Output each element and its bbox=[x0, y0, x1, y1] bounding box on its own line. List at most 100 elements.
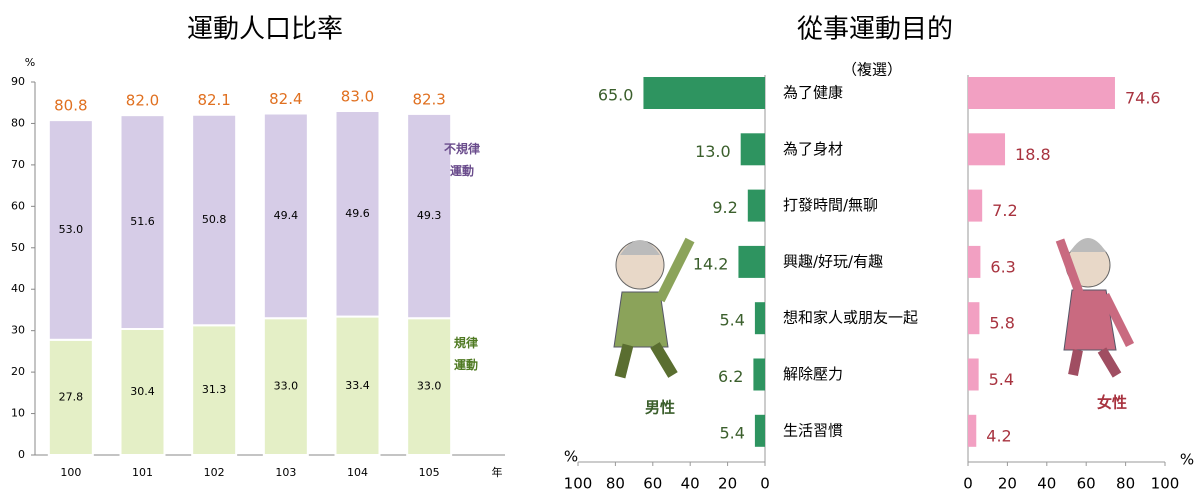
total-label: 83.0 bbox=[341, 88, 374, 106]
y-tick-label: 60 bbox=[11, 199, 25, 212]
value-label: 9.2 bbox=[712, 198, 737, 217]
value-label: 49.6 bbox=[345, 207, 370, 220]
x-tick-label: 100 bbox=[60, 466, 81, 479]
value-label: 5.4 bbox=[989, 370, 1014, 389]
x-tick-label: 100 bbox=[1151, 475, 1180, 490]
x-tick-label: 104 bbox=[347, 466, 368, 479]
value-label: 18.8 bbox=[1015, 145, 1051, 164]
bar bbox=[968, 302, 980, 335]
bar bbox=[968, 77, 1115, 109]
bar bbox=[968, 358, 979, 391]
chart-subtitle: （複選） bbox=[842, 61, 902, 79]
y-tick-label: 40 bbox=[11, 282, 25, 295]
category-label: 想和家人或朋友一起 bbox=[783, 309, 918, 327]
y-tick-label: 10 bbox=[11, 407, 25, 420]
bar bbox=[753, 358, 765, 391]
value-label: 4.2 bbox=[986, 426, 1011, 445]
value-label: 6.3 bbox=[990, 257, 1015, 276]
x-tick-label: 103 bbox=[275, 466, 296, 479]
y-tick-label: 80 bbox=[11, 116, 25, 129]
x-tick-label: 20 bbox=[998, 475, 1017, 490]
x-tick-label: 101 bbox=[132, 466, 153, 479]
x-tick-label: 40 bbox=[681, 475, 700, 490]
total-label: 82.0 bbox=[126, 92, 159, 110]
value-label: 5.4 bbox=[719, 311, 744, 330]
value-label: 49.3 bbox=[417, 209, 442, 222]
legend-label: 男性 bbox=[645, 399, 675, 417]
value-label: 65.0 bbox=[598, 86, 634, 105]
bar bbox=[747, 189, 765, 222]
bar bbox=[754, 302, 765, 335]
total-label: 82.1 bbox=[197, 91, 230, 109]
category-label: 打發時間/無聊 bbox=[783, 196, 878, 214]
value-label: 5.8 bbox=[989, 314, 1014, 333]
bar bbox=[754, 414, 765, 447]
value-label: 5.4 bbox=[719, 423, 744, 442]
total-label: 82.3 bbox=[412, 90, 445, 108]
bar-segment bbox=[406, 317, 453, 456]
value-label: 6.2 bbox=[718, 367, 743, 386]
legend-label: 不規律運動 bbox=[444, 142, 481, 178]
value-label: 74.6 bbox=[1125, 89, 1161, 108]
x-tick-label: 80 bbox=[1116, 475, 1135, 490]
bar bbox=[968, 414, 977, 447]
value-label: 13.0 bbox=[695, 142, 731, 161]
x-tick-label: 102 bbox=[204, 466, 225, 479]
bar bbox=[968, 189, 983, 222]
woman-illustration bbox=[1055, 238, 1135, 378]
x-tick-label: 80 bbox=[606, 475, 625, 490]
category-label: 興趣/好玩/有趣 bbox=[783, 252, 883, 270]
total-label: 82.4 bbox=[269, 90, 302, 108]
value-label: 33.0 bbox=[274, 380, 299, 393]
bar-segment bbox=[47, 119, 94, 341]
x-tick-label: 0 bbox=[760, 475, 770, 490]
chart-title: 從事運動目的 bbox=[797, 15, 953, 45]
bar-segment bbox=[119, 114, 166, 331]
bar bbox=[738, 245, 765, 278]
value-label: 27.8 bbox=[59, 390, 84, 403]
bar-segment bbox=[191, 324, 238, 457]
bar bbox=[968, 245, 981, 278]
y-axis-label: % bbox=[25, 56, 35, 69]
bar-segment bbox=[406, 112, 453, 320]
y-tick-label: 70 bbox=[11, 158, 25, 171]
bar-segment bbox=[262, 317, 309, 456]
value-label: 53.0 bbox=[59, 223, 84, 236]
value-label: 49.4 bbox=[274, 209, 299, 222]
legend-label: 規律運動 bbox=[454, 336, 479, 372]
x-axis-label: 年 bbox=[492, 465, 503, 479]
x-tick-label: 40 bbox=[1037, 475, 1056, 490]
category-label: 生活習慣 bbox=[783, 421, 843, 439]
value-label: 33.0 bbox=[417, 380, 442, 393]
legend-label: 女性 bbox=[1097, 394, 1127, 412]
bar-segment bbox=[334, 315, 381, 456]
category-label: 解除壓力 bbox=[783, 365, 843, 383]
y-tick-label: 0 bbox=[18, 448, 25, 461]
x-tick-label: 60 bbox=[1077, 475, 1096, 490]
x-axis-label: % bbox=[564, 448, 578, 466]
value-label: 33.4 bbox=[345, 379, 370, 392]
chart-title: 運動人口比率 bbox=[187, 15, 343, 45]
category-label: 為了健康 bbox=[783, 84, 843, 102]
x-tick-label: 60 bbox=[643, 475, 662, 490]
category-label: 為了身材 bbox=[783, 140, 843, 158]
bar bbox=[643, 77, 765, 109]
bar-segment bbox=[334, 110, 381, 318]
y-tick-label: 50 bbox=[11, 241, 25, 254]
y-tick-label: 30 bbox=[11, 324, 25, 337]
man-illustration bbox=[613, 237, 695, 379]
x-tick-label: 100 bbox=[564, 475, 593, 490]
bar bbox=[740, 133, 765, 166]
bar-segment bbox=[191, 113, 238, 327]
x-tick-label: 20 bbox=[718, 475, 737, 490]
bar-segment bbox=[262, 112, 309, 320]
x-axis-label: % bbox=[1180, 451, 1194, 469]
y-tick-label: 20 bbox=[11, 365, 25, 378]
bar bbox=[968, 133, 1006, 166]
value-label: 30.4 bbox=[130, 385, 155, 398]
value-label: 51.6 bbox=[130, 215, 155, 228]
value-label: 7.2 bbox=[992, 201, 1017, 220]
y-tick-label: 90 bbox=[11, 75, 25, 88]
